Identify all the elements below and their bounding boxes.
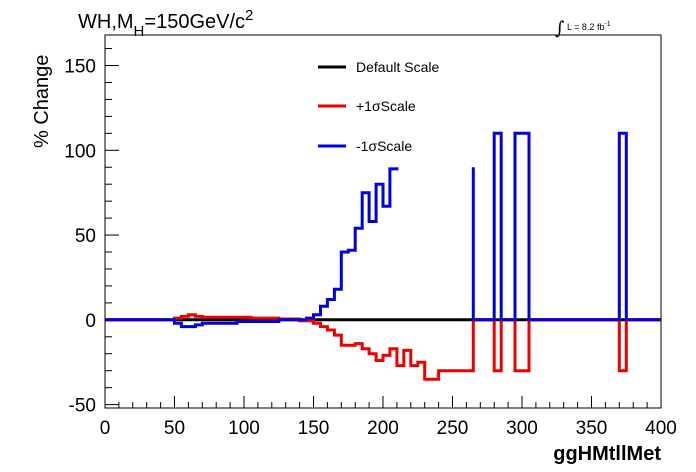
chart-title: WH,MH=150GeV/c2	[78, 7, 253, 40]
lumi-integral: ∫	[555, 18, 565, 39]
legend-label-default: Default Scale	[356, 59, 439, 75]
x-tick-label: 400	[645, 418, 677, 439]
x-tick-label: 100	[228, 418, 260, 439]
legend: Default Scale +1σScale -1σScale	[318, 59, 439, 154]
y-axis-title: % Change	[31, 55, 53, 148]
legend-label-plus1sigma: +1σScale	[356, 98, 416, 114]
x-tick-label: 300	[506, 418, 538, 439]
y-tick-label: 100	[64, 141, 96, 162]
x-tick-label: 50	[164, 418, 185, 439]
series-minus1sigma-line-0	[105, 167, 399, 329]
legend-label-minus1sigma: -1σScale	[356, 138, 412, 154]
series-minus1sigma-line-1	[471, 131, 661, 322]
plot-frame	[104, 34, 662, 409]
lumi-label: L = 8.2 fb-1	[567, 21, 611, 32]
y-tick-label: -50	[69, 396, 96, 417]
x-axis-title: ggHMtllMet	[553, 443, 661, 465]
series-plus1sigma-line-0	[105, 313, 661, 381]
x-tick-label: 250	[437, 418, 469, 439]
x-tick-label: 200	[367, 418, 399, 439]
x-tick-label: 150	[298, 418, 330, 439]
series-layer	[105, 131, 661, 381]
x-tick-label: 0	[100, 418, 111, 439]
y-tick-label: 0	[85, 311, 96, 332]
y-tick-label: 150	[64, 57, 96, 78]
x-tick-label: 350	[576, 418, 608, 439]
y-tick-label: 50	[75, 226, 96, 247]
